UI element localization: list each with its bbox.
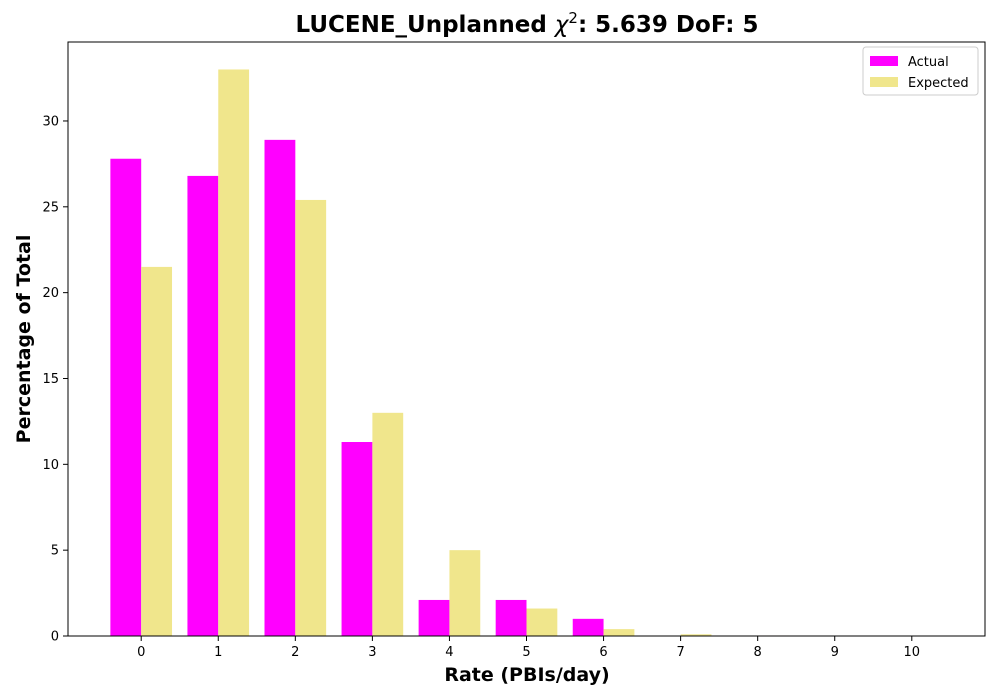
x-tick-label: 1 xyxy=(214,645,222,660)
bar-expected-6 xyxy=(603,629,635,636)
bar-expected-2 xyxy=(295,199,327,636)
x-axis-label: Rate (PBIs/day) xyxy=(444,664,609,686)
legend-label-actual: Actual xyxy=(908,55,949,70)
x-tick-label: 4 xyxy=(445,645,453,660)
bar-actual-6 xyxy=(572,618,604,636)
y-tick-label: 20 xyxy=(42,286,59,301)
bar-actual-4 xyxy=(418,599,450,636)
bar-expected-4 xyxy=(449,550,481,636)
legend: Actual Expected xyxy=(862,46,979,96)
bar-actual-1 xyxy=(187,175,219,636)
legend-swatch-actual xyxy=(870,56,898,66)
bar-actual-0 xyxy=(110,158,142,637)
chart-title: LUCENE_Unplanned χ2: 5.639 DoF: 5 xyxy=(295,9,758,38)
bar-actual-2 xyxy=(264,139,296,637)
bar-actual-3 xyxy=(341,442,373,636)
x-tick-label: 7 xyxy=(676,645,684,660)
x-tick-label: 8 xyxy=(754,645,762,660)
y-tick-label: 5 xyxy=(51,544,59,559)
chart-title-suffix: : 5.639 DoF: 5 xyxy=(578,12,759,38)
ticks-layer: 0 1 2 3 4 5 6 7 8 9 10 0 5 10 15 20 25 30 xyxy=(42,114,920,660)
y-tick-label: 25 xyxy=(42,200,59,215)
chart-title-chi: χ xyxy=(553,12,570,38)
x-tick-label: 10 xyxy=(904,645,921,660)
x-tick-label: 2 xyxy=(291,645,299,660)
x-tick-label: 0 xyxy=(137,645,145,660)
legend-swatch-expected xyxy=(870,77,898,87)
y-tick-label: 0 xyxy=(51,630,59,645)
chart-title-prefix: LUCENE_Unplanned xyxy=(295,12,554,38)
bar-expected-1 xyxy=(218,69,250,637)
bar-expected-3 xyxy=(372,412,404,636)
x-tick-label: 3 xyxy=(368,645,376,660)
bar-expected-7 xyxy=(680,634,712,636)
y-axis-label: Percentage of Total xyxy=(13,235,35,444)
y-tick-label: 30 xyxy=(42,114,59,129)
y-tick-label: 10 xyxy=(42,458,59,473)
bar-actual-5 xyxy=(495,599,527,636)
bar-expected-0 xyxy=(141,266,173,636)
x-tick-label: 9 xyxy=(831,645,839,660)
legend-label-expected: Expected xyxy=(908,76,969,91)
y-tick-label: 15 xyxy=(42,372,59,387)
chart-title-superscript: 2 xyxy=(568,9,578,27)
bar-expected-5 xyxy=(526,608,558,636)
x-tick-label: 6 xyxy=(599,645,607,660)
x-tick-label: 5 xyxy=(522,645,530,660)
bars-layer xyxy=(110,69,866,637)
